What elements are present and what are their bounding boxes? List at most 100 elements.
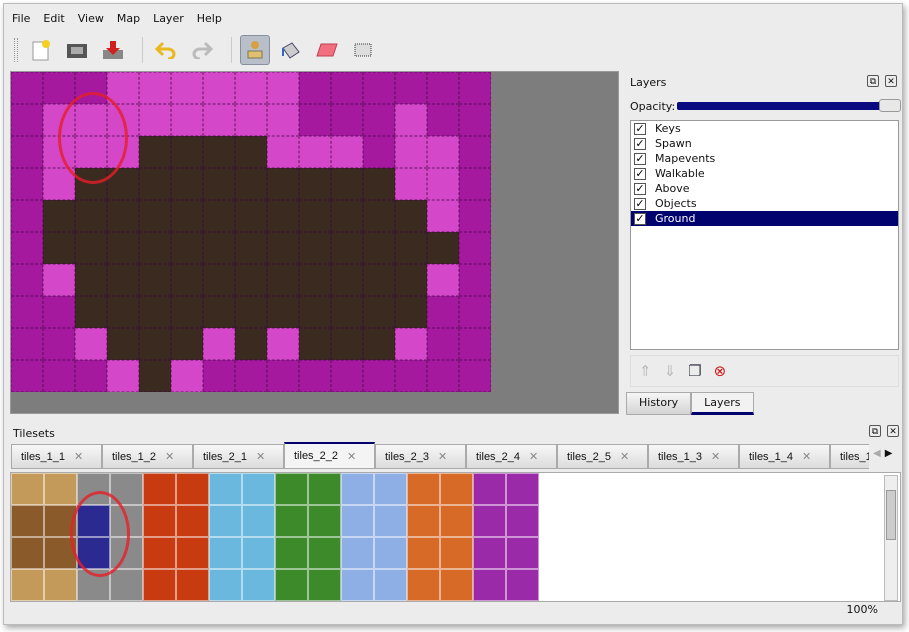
tileset-tab[interactable]: tiles_2_2 ✕ (284, 442, 375, 469)
map-tile[interactable] (299, 168, 331, 200)
map-tile[interactable] (139, 168, 171, 200)
tileset-tile[interactable] (506, 505, 539, 537)
close-icon[interactable]: ✕ (885, 75, 897, 87)
map-tile[interactable] (395, 104, 427, 136)
map-canvas[interactable] (10, 71, 619, 414)
new-file-icon[interactable] (26, 35, 56, 65)
raise-layer-icon[interactable]: ⇑ (639, 362, 652, 380)
rect-select-icon[interactable] (348, 35, 378, 65)
map-tile[interactable] (267, 104, 299, 136)
map-tile[interactable] (11, 136, 43, 168)
tileset-tile[interactable] (11, 505, 44, 537)
map-tile[interactable] (363, 264, 395, 296)
layer-row[interactable]: ✓ Objects (631, 196, 898, 211)
tileset-tile[interactable] (209, 569, 242, 601)
map-tile[interactable] (171, 296, 203, 328)
map-tile[interactable] (235, 360, 267, 392)
slider-handle[interactable] (879, 99, 901, 112)
toolbar-grip[interactable] (14, 38, 18, 62)
map-tile[interactable] (427, 264, 459, 296)
map-tile[interactable] (11, 200, 43, 232)
map-tile[interactable] (363, 360, 395, 392)
tileset-tab[interactable]: tiles_1_2 ✕ (102, 444, 193, 469)
tileset-tile[interactable] (308, 537, 341, 569)
map-tile[interactable] (267, 72, 299, 104)
map-tile[interactable] (395, 296, 427, 328)
map-tile[interactable] (459, 72, 491, 104)
tileset-tile[interactable] (473, 473, 506, 505)
tileset-tile[interactable] (341, 473, 374, 505)
tileset-tile[interactable] (209, 505, 242, 537)
map-tile[interactable] (107, 200, 139, 232)
map-tile[interactable] (363, 72, 395, 104)
map-tile[interactable] (331, 200, 363, 232)
map-tile[interactable] (171, 264, 203, 296)
tileset-tile[interactable] (242, 505, 275, 537)
tileset-tile[interactable] (44, 569, 77, 601)
map-tile[interactable] (75, 360, 107, 392)
map-tile[interactable] (363, 296, 395, 328)
map-tile[interactable] (235, 104, 267, 136)
map-tile[interactable] (203, 136, 235, 168)
close-tab-icon[interactable]: ✕ (438, 451, 448, 463)
close-icon[interactable]: ✕ (887, 425, 899, 437)
tileset-tile[interactable] (308, 505, 341, 537)
tileset-tile[interactable] (308, 569, 341, 601)
map-tile[interactable] (299, 264, 331, 296)
menu-layer[interactable]: Layer (153, 12, 184, 25)
tileset-tile[interactable] (407, 569, 440, 601)
layer-row[interactable]: ✓ Spawn (631, 136, 898, 151)
tileset-tile[interactable] (242, 569, 275, 601)
map-tile[interactable] (11, 296, 43, 328)
menu-map[interactable]: Map (116, 12, 141, 25)
open-icon[interactable] (62, 35, 92, 65)
float-icon[interactable]: ⧉ (869, 425, 881, 437)
menu-edit[interactable]: Edit (43, 12, 65, 25)
map-tile[interactable] (427, 104, 459, 136)
map-tile[interactable] (75, 200, 107, 232)
map-tile[interactable] (299, 328, 331, 360)
map-tile[interactable] (459, 168, 491, 200)
map-tile[interactable] (139, 296, 171, 328)
tileset-tile[interactable] (506, 569, 539, 601)
tileset-tile[interactable] (440, 569, 473, 601)
map-tile[interactable] (299, 232, 331, 264)
map-tile[interactable] (171, 232, 203, 264)
tileset-tile[interactable] (407, 505, 440, 537)
map-tile[interactable] (427, 168, 459, 200)
tileset-tile[interactable] (176, 473, 209, 505)
map-tile[interactable] (75, 264, 107, 296)
map-tile[interactable] (171, 72, 203, 104)
delete-layer-icon[interactable]: ⊗ (713, 362, 727, 380)
map-tile[interactable] (459, 296, 491, 328)
map-tile[interactable] (235, 264, 267, 296)
tileset-tab[interactable]: tiles_1_1 ✕ (11, 444, 102, 469)
map-tile[interactable] (267, 168, 299, 200)
map-tile[interactable] (139, 136, 171, 168)
tileset-tab[interactable]: tiles_2_1 ✕ (193, 444, 284, 469)
map-tile[interactable] (267, 264, 299, 296)
map-tile[interactable] (459, 264, 491, 296)
tileset-tile[interactable] (275, 569, 308, 601)
map-tile[interactable] (43, 72, 75, 104)
map-tile[interactable] (459, 232, 491, 264)
map-tile[interactable] (427, 360, 459, 392)
layer-row[interactable]: ✓ Keys (631, 121, 898, 136)
map-tile[interactable] (107, 296, 139, 328)
map-tile[interactable] (363, 104, 395, 136)
map-tile[interactable] (139, 360, 171, 392)
tileset-tile[interactable] (440, 473, 473, 505)
map-tile[interactable] (75, 232, 107, 264)
menu-view[interactable]: View (77, 12, 104, 25)
tileset-tile[interactable] (176, 505, 209, 537)
map-tile[interactable] (43, 360, 75, 392)
tile-map[interactable] (11, 72, 491, 392)
tileset-tab[interactable]: tiles_1_3 ✕ (648, 444, 739, 469)
map-tile[interactable] (331, 296, 363, 328)
map-tile[interactable] (427, 232, 459, 264)
opacity-slider[interactable] (677, 99, 901, 112)
map-tile[interactable] (203, 72, 235, 104)
map-tile[interactable] (395, 168, 427, 200)
map-tile[interactable] (235, 168, 267, 200)
scroll-right-icon[interactable]: ▶ (884, 448, 893, 459)
